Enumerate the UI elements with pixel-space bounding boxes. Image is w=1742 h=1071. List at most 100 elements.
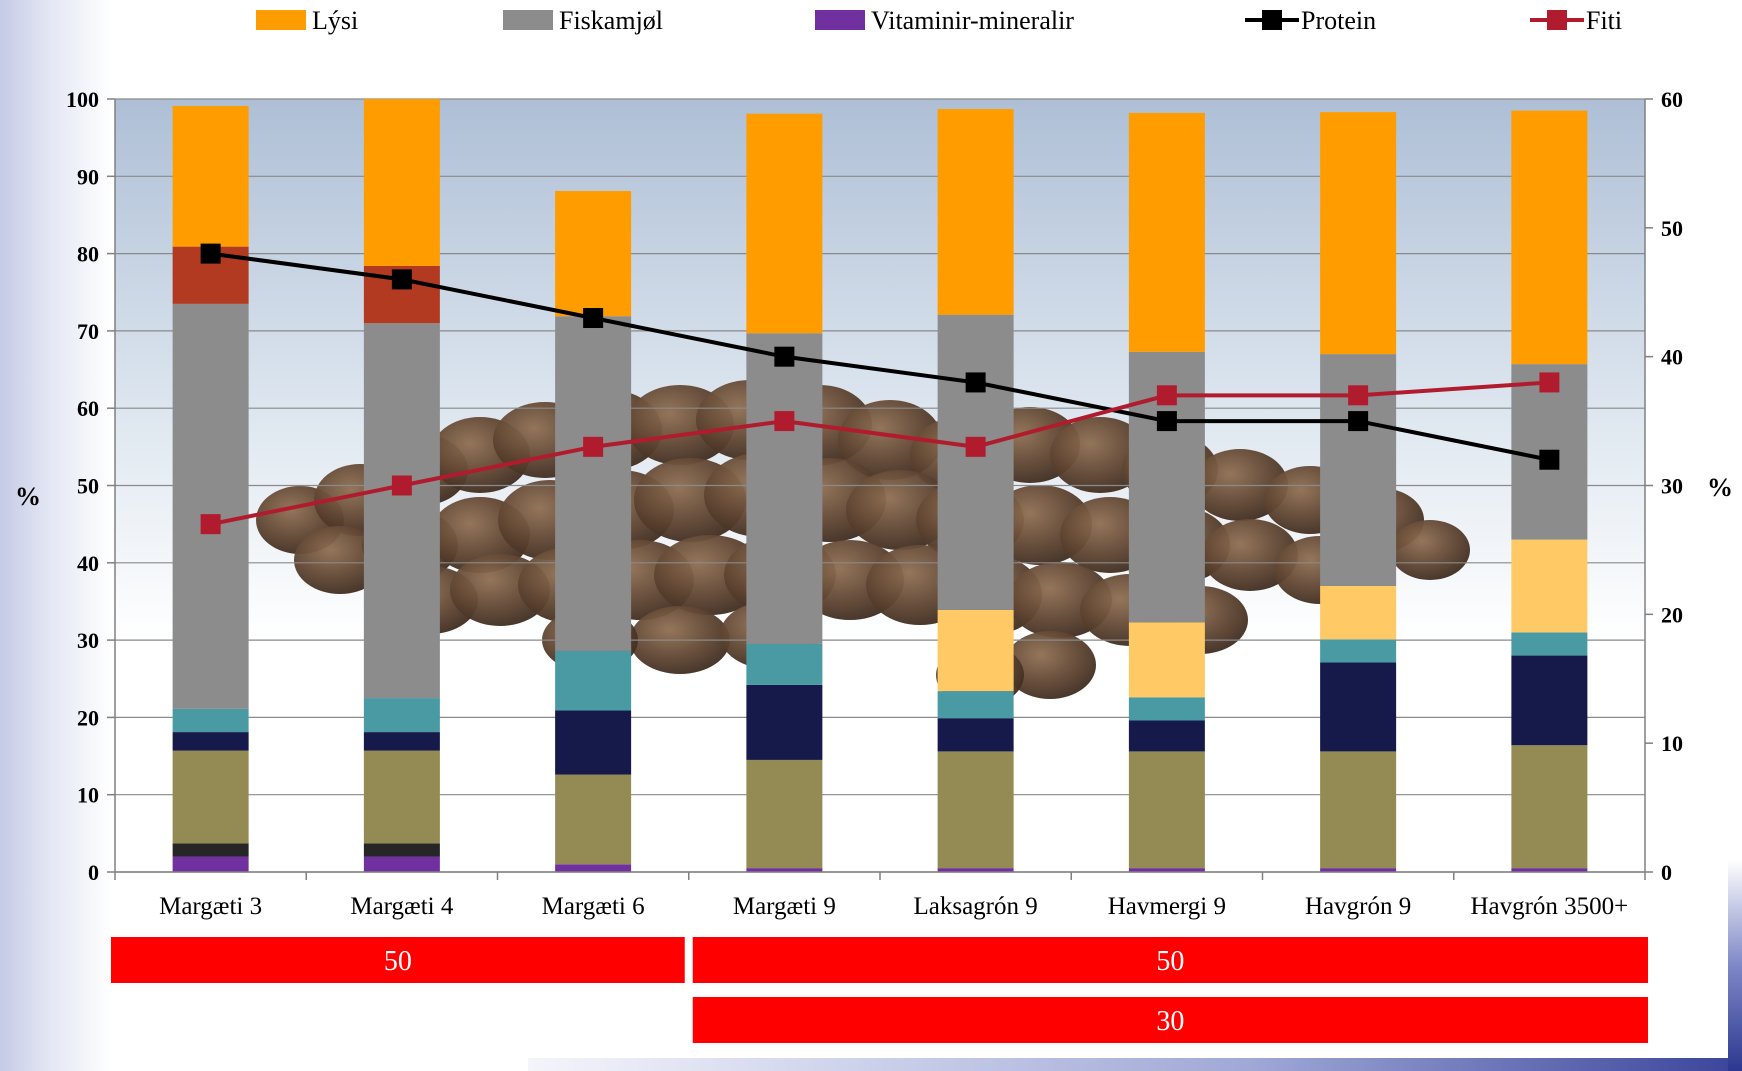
bar-segment	[1320, 112, 1397, 355]
bar-segment	[1511, 110, 1588, 365]
category-label: Margæti 3	[159, 893, 262, 920]
bar-segment	[1320, 751, 1397, 869]
bar-segment	[555, 316, 632, 651]
legend-label: Lýsi	[312, 6, 358, 35]
bar-segment	[555, 190, 632, 317]
bar-segment	[172, 708, 249, 733]
series-point	[1348, 385, 1369, 406]
series-point	[583, 308, 604, 329]
bar-segment	[1128, 751, 1205, 869]
category-label: Margæti 6	[542, 893, 645, 920]
bar-segment	[555, 650, 632, 711]
y-tick-label-left: 100	[66, 87, 99, 112]
y-tick-label-left: 90	[77, 164, 99, 189]
bar-segment	[1320, 662, 1397, 752]
y-tick-label-right: 50	[1661, 216, 1683, 241]
bar-segment	[363, 323, 440, 699]
series-point	[1156, 411, 1177, 432]
bar-segment	[1128, 697, 1205, 721]
bar-segment	[172, 303, 249, 709]
bar-segment	[555, 864, 632, 872]
legend-label: Vitaminir-mineralir	[871, 6, 1074, 35]
series-point	[774, 411, 795, 432]
bar-segment	[555, 710, 632, 775]
axes	[107, 98, 1653, 880]
y-tick-label-right: 0	[1661, 860, 1672, 885]
group-bar-label: 30	[1156, 1006, 1184, 1037]
category-label: Margæti 4	[350, 893, 454, 920]
series-point	[965, 372, 986, 393]
bar-segment	[172, 843, 249, 857]
legend: Lýsi Fiskamjøl Vitaminir-mineralir Protein F…	[256, 6, 1622, 35]
series-point	[391, 475, 412, 496]
bar-segment	[172, 856, 249, 872]
y-tick-label-left: 70	[77, 319, 99, 344]
bar-segment	[363, 856, 440, 872]
y-tick-label-left: 60	[77, 396, 99, 421]
bar-segment	[172, 732, 249, 751]
bar-segment	[363, 698, 440, 733]
series-point	[391, 269, 412, 290]
bar-segment	[1511, 539, 1588, 633]
right-decor-strip	[1728, 860, 1742, 1071]
series-point	[774, 346, 795, 367]
y-axis-title-left: %	[15, 482, 41, 511]
group-bar	[692, 997, 1648, 1043]
pellet	[1202, 519, 1298, 591]
legend-marker	[1262, 10, 1282, 30]
group-bar-label: 50	[384, 946, 412, 977]
legend-label: Protein	[1301, 6, 1376, 35]
bar-segment	[746, 333, 823, 644]
bar-segment	[746, 868, 823, 872]
bar-segment	[363, 750, 440, 844]
bar-segment	[937, 314, 1014, 610]
series-line	[210, 380, 1550, 527]
category-label: Havgrón 9	[1305, 893, 1411, 920]
bar-segment	[363, 99, 440, 266]
y-tick-label-right: 30	[1661, 474, 1683, 499]
series-point	[583, 436, 604, 457]
bar-segment	[746, 684, 823, 760]
y-tick-label-left: 40	[77, 551, 99, 576]
bar-segment	[1128, 868, 1205, 872]
y-tick-label-left: 10	[77, 783, 99, 808]
series-point	[1156, 385, 1177, 406]
group-bars: 50 50 30	[111, 937, 1648, 1043]
legend-label: Fiskamjøl	[559, 6, 663, 35]
category-labels: Margæti 3 Margæti 4 Margæti 6 Margæti 9 Laks…	[159, 893, 1628, 920]
legend-marker	[1547, 10, 1567, 30]
group-bar	[111, 937, 685, 983]
y-tick-label-left: 30	[77, 628, 99, 653]
bar-segment	[555, 774, 632, 865]
bottom-decor-strip	[528, 1058, 1742, 1071]
y-tick-label-left: 0	[88, 860, 99, 885]
bar-segment	[172, 105, 249, 247]
bar-segment	[937, 751, 1014, 869]
series-point	[965, 436, 986, 457]
series-point	[1539, 372, 1560, 393]
bar-segment	[363, 843, 440, 857]
y-axis-title-right: %	[1707, 473, 1733, 502]
category-label: Havgrón 3500+	[1470, 893, 1628, 920]
bar-segment	[746, 759, 823, 869]
bar-segment	[937, 868, 1014, 872]
bar-segment	[1511, 632, 1588, 656]
left-decor-strip	[0, 0, 112, 1071]
bar-segment	[746, 113, 823, 334]
bar-segment	[1320, 868, 1397, 872]
y-tick-label-right: 10	[1661, 731, 1683, 756]
legend-swatch	[503, 10, 553, 30]
pellet	[1390, 520, 1470, 580]
legend-swatch	[256, 10, 306, 30]
bar-segment	[1511, 868, 1588, 872]
y-tick-label-left: 80	[77, 242, 99, 267]
bar-segment	[746, 643, 823, 685]
bar-segment	[1320, 585, 1397, 640]
category-label: Laksagrón 9	[913, 893, 1037, 920]
category-label: Margæti 9	[733, 893, 836, 920]
series-point	[200, 243, 221, 264]
bar-segment	[1128, 720, 1205, 752]
bar-segment	[1320, 639, 1397, 663]
series-point	[1539, 449, 1560, 470]
